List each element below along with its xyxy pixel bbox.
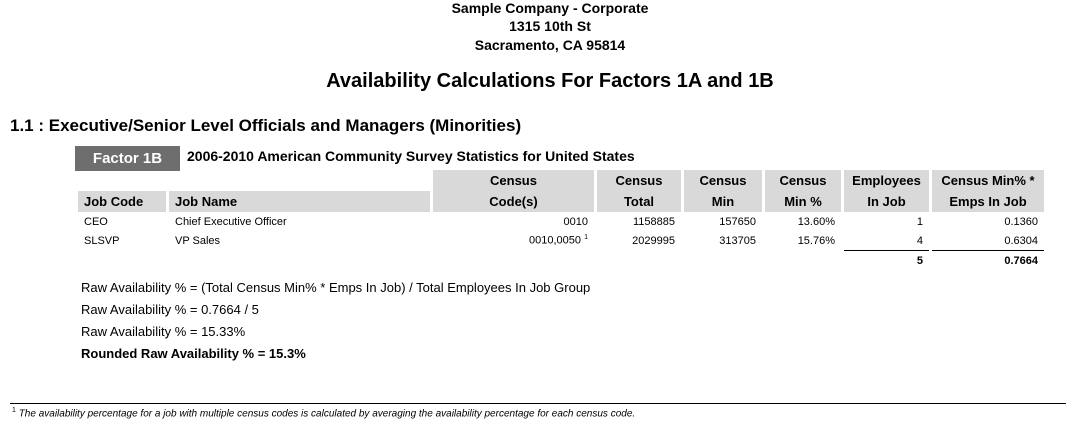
census-codes: 0010,0050 1 <box>433 231 594 250</box>
job-code: SLSVP <box>84 234 120 247</box>
header-census-total: Total <box>597 191 681 212</box>
report-title: Availability Calculations For Factors 1A… <box>326 70 774 92</box>
header-census-min-top: Census <box>684 170 762 191</box>
factor-badge: Factor 1B <box>75 146 180 171</box>
table-row: CEO Chief Executive Officer 0010 1158885… <box>78 212 1044 231</box>
footnote: 1 The availability percentage for a job … <box>12 407 635 419</box>
census-codes-value: 0010 <box>563 215 588 228</box>
census-min: 157650 <box>719 215 756 228</box>
census-codes-value: 0010,0050 <box>529 234 582 247</box>
header-employees-top: Employees <box>844 170 929 191</box>
totals-row: 5 0.7664 <box>78 250 1044 270</box>
census-min: 313705 <box>719 234 756 247</box>
header-census-min: Min <box>684 191 762 212</box>
header-census-total-top: Census <box>597 170 681 191</box>
total-employees: 5 <box>844 250 929 270</box>
header-blank <box>78 170 166 191</box>
census-table: Census Census Census Census Employees Ce… <box>75 170 1047 270</box>
section-title: 1.1 : Executive/Senior Level Officials a… <box>10 116 522 135</box>
job-code: CEO <box>84 215 108 228</box>
census-codes: 0010 <box>433 212 594 231</box>
header-employees: In Job <box>844 191 929 212</box>
header-census-codes-top: Census <box>433 170 594 191</box>
header-census-emps-top: Census Min% * <box>932 170 1044 191</box>
census-min-pct: 15.76% <box>797 234 835 247</box>
header-census-min-pct: Min % <box>765 191 841 212</box>
calculation-step: Raw Availability % = 0.7664 / 5 <box>81 302 259 317</box>
census-total: 1158885 <box>632 215 675 228</box>
calculation-result: Raw Availability % = 15.33% <box>81 324 246 339</box>
total-census-min-emps: 0.7664 <box>932 250 1044 270</box>
employees-in-job: 4 <box>916 234 923 247</box>
header-census-min-pct-top: Census <box>765 170 841 191</box>
header-blank <box>169 170 430 191</box>
footnote-marker: 1 <box>584 234 588 242</box>
census-min-emps: 0.6304 <box>1004 234 1038 247</box>
company-name: Sample Company - Corporate <box>451 0 649 16</box>
census-min-pct: 13.60% <box>797 215 835 228</box>
census-total: 2029995 <box>632 234 675 247</box>
header-row-bottom: Job Code Job Name Code(s) Total Min Min … <box>78 191 1044 212</box>
calculation-formula: Raw Availability % = (Total Census Min% … <box>81 280 591 295</box>
footer-divider <box>10 403 1066 404</box>
employees-in-job: 1 <box>916 215 923 228</box>
company-city: Sacramento, CA 95814 <box>474 37 626 53</box>
job-name: Chief Executive Officer <box>175 215 287 228</box>
header-row-top: Census Census Census Census Employees Ce… <box>78 170 1044 191</box>
footnote-mark: 1 <box>12 407 16 414</box>
job-name: VP Sales <box>175 234 221 247</box>
header-job-code: Job Code <box>78 191 166 212</box>
company-address: 1315 10th St <box>509 18 591 34</box>
footnote-text: The availability percentage for a job wi… <box>18 408 636 420</box>
header-job-name: Job Name <box>169 191 430 212</box>
header-census-codes: Code(s) <box>433 191 594 212</box>
rounded-result: Rounded Raw Availability % = 15.3% <box>81 346 306 361</box>
header-census-emps: Emps In Job <box>932 191 1044 212</box>
census-min-emps: 0.1360 <box>1004 215 1038 228</box>
table-row: SLSVP VP Sales 0010,0050 1 2029995 31370… <box>78 231 1044 250</box>
factor-description: 2006-2010 American Community Survey Stat… <box>187 148 635 164</box>
